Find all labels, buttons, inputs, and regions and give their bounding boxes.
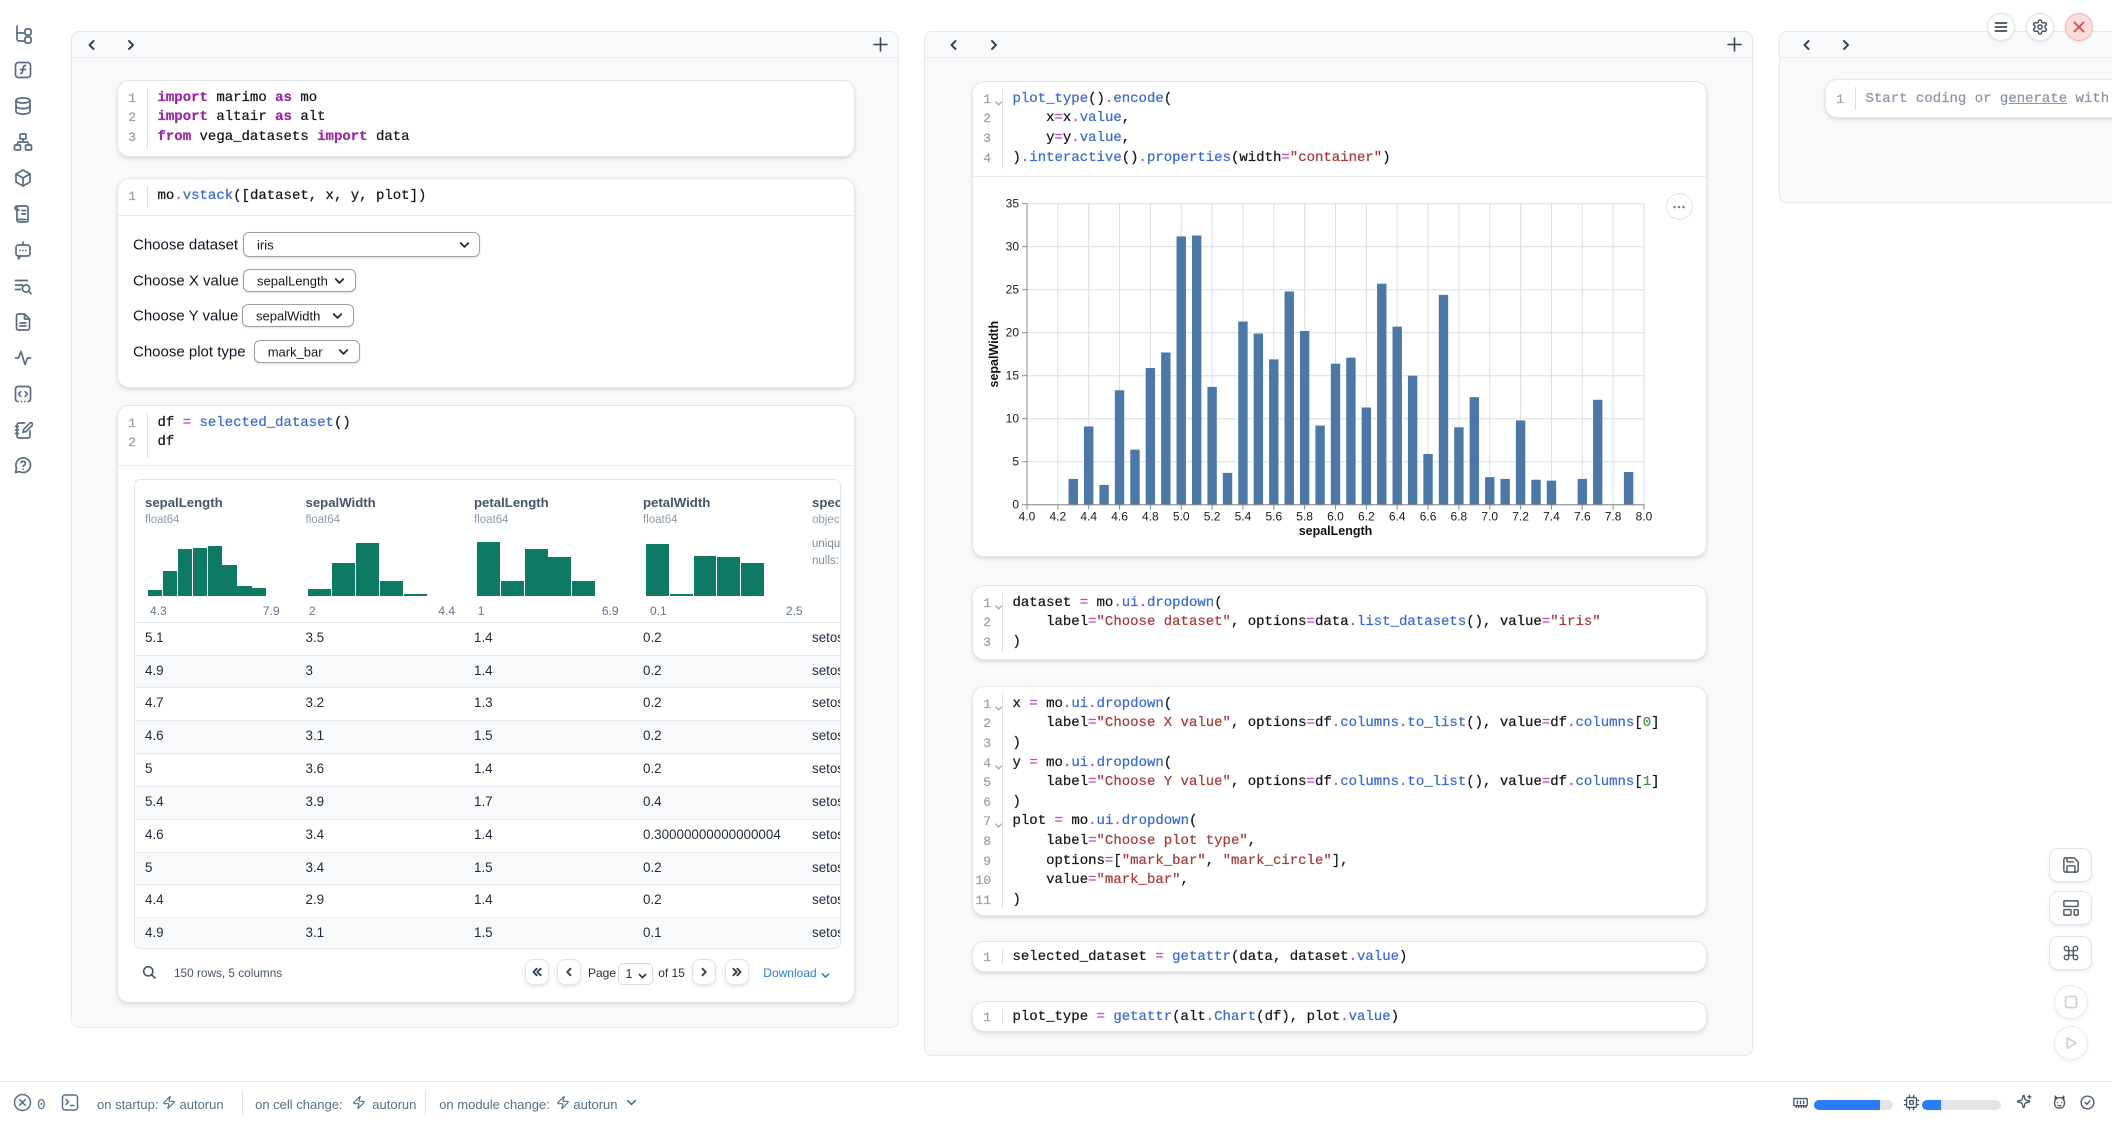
svg-text:5.6: 5.6 xyxy=(1265,509,1282,523)
svg-text:0: 0 xyxy=(1012,497,1019,511)
svg-text:sepalWidth: sepalWidth xyxy=(987,321,1001,388)
svg-text:7.6: 7.6 xyxy=(1574,509,1591,523)
svg-text:6.8: 6.8 xyxy=(1451,509,1468,523)
svg-text:4.6: 4.6 xyxy=(1111,509,1128,523)
svg-text:4.8: 4.8 xyxy=(1142,509,1159,523)
svg-text:sepalLength: sepalLength xyxy=(1299,524,1373,538)
svg-text:7.0: 7.0 xyxy=(1481,509,1498,523)
svg-text:20: 20 xyxy=(1006,325,1020,339)
svg-text:25: 25 xyxy=(1006,282,1020,296)
svg-text:6.6: 6.6 xyxy=(1420,509,1437,523)
svg-text:35: 35 xyxy=(1006,196,1020,210)
svg-text:7.4: 7.4 xyxy=(1543,509,1560,523)
svg-text:6.4: 6.4 xyxy=(1389,509,1406,523)
svg-text:30: 30 xyxy=(1006,239,1020,253)
svg-text:4.4: 4.4 xyxy=(1080,509,1097,523)
svg-text:4.2: 4.2 xyxy=(1050,509,1067,523)
svg-text:4.0: 4.0 xyxy=(1019,509,1036,523)
svg-text:5.2: 5.2 xyxy=(1204,509,1221,523)
svg-text:7.8: 7.8 xyxy=(1605,509,1622,523)
svg-text:10: 10 xyxy=(1006,411,1020,425)
svg-text:6.2: 6.2 xyxy=(1358,509,1375,523)
svg-text:6.0: 6.0 xyxy=(1327,509,1344,523)
svg-text:5.8: 5.8 xyxy=(1296,509,1313,523)
svg-text:5.0: 5.0 xyxy=(1173,509,1190,523)
svg-text:8.0: 8.0 xyxy=(1636,509,1653,523)
svg-text:5: 5 xyxy=(1012,454,1019,468)
svg-text:15: 15 xyxy=(1006,368,1020,382)
svg-text:5.4: 5.4 xyxy=(1235,509,1252,523)
svg-text:7.2: 7.2 xyxy=(1512,509,1529,523)
